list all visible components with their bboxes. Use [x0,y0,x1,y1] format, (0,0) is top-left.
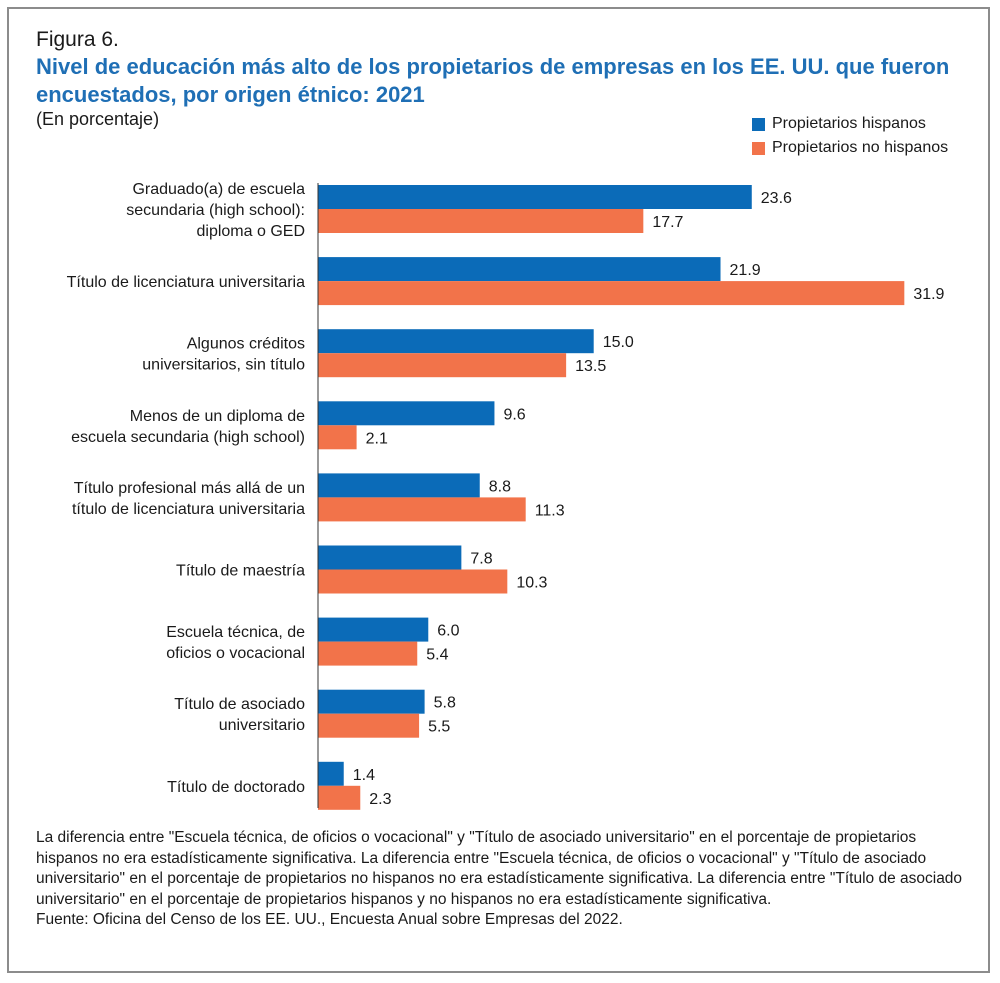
data-label-hispanic-1: 21.9 [730,262,761,279]
data-label-non-hispanic-4: 11.3 [535,502,565,519]
bar-non-hispanic-8 [318,785,361,810]
chart-title: Nivel de educación más alto de los propi… [36,54,950,107]
data-label-hispanic-2: 15.0 [603,334,634,351]
data-label-non-hispanic-2: 13.5 [575,358,606,375]
note-text: La diferencia entre "Escuela técnica, de… [36,829,963,908]
category-label-5-line-0: Título de maestría [176,563,305,580]
data-label-non-hispanic-6: 5.4 [426,647,448,664]
category-label-6-line-1: oficios o vocacional [166,645,305,662]
category-label-8-line-0: Título de doctorado [167,779,305,796]
legend-item-hispanic: Propietarios hispanos [752,112,948,136]
data-label-non-hispanic-7: 5.5 [428,719,450,736]
chart-notes: La diferencia entre "Escuela técnica, de… [36,828,971,931]
data-label-non-hispanic-0: 17.7 [652,214,683,231]
category-label-7-line-0: Título de asociado [174,696,305,713]
data-label-hispanic-7: 5.8 [434,695,456,712]
bar-hispanic-1 [318,257,721,282]
bar-non-hispanic-1 [318,281,905,306]
category-label-3-line-0: Menos de un diploma de [130,408,305,425]
category-label-7-line-1: universitario [219,717,305,734]
data-label-non-hispanic-1: 31.9 [913,286,944,303]
data-label-hispanic-5: 7.8 [470,551,492,568]
category-label-4-line-1: título de licenciatura universitaria [72,501,305,518]
bar-non-hispanic-2 [318,353,567,378]
bar-hispanic-4 [318,473,480,498]
category-label-2-line-0: Algunos créditos [187,336,305,353]
chart-subtitle: (En porcentaje) [36,109,160,129]
bar-hispanic-7 [318,689,425,714]
category-label-1-line-0: Título de licenciatura universitaria [67,274,305,291]
data-label-non-hispanic-5: 10.3 [516,575,547,592]
bar-non-hispanic-0 [318,209,644,233]
bar-hispanic-6 [318,617,429,642]
legend-label-non-hispanic: Propietarios no hispanos [772,139,949,156]
data-label-hispanic-0: 23.6 [761,190,792,207]
bar-hispanic-5 [318,545,462,570]
legend-swatch-non-hispanic [752,141,765,155]
bar-hispanic-3 [318,401,495,426]
figure-label: Figura 6. [36,28,119,51]
category-label-6-line-0: Escuela técnica, de [166,624,305,641]
legend-item-non-hispanic: Propietarios no hispanos [752,136,948,160]
category-label-2-line-1: universitarios, sin título [142,357,305,374]
bar-non-hispanic-7 [318,713,420,738]
data-label-hispanic-8: 1.4 [353,767,375,784]
source-text: Fuente: Oficina del Censo de los EE. UU.… [36,911,623,928]
data-label-non-hispanic-3: 2.1 [366,430,388,447]
category-label-0-line-0: Graduado(a) de escuela [132,181,305,198]
bar-non-hispanic-4 [318,497,526,522]
category-label-0-line-2: diploma o GED [197,223,306,240]
bar-hispanic-2 [318,329,594,354]
legend-swatch-hispanic [752,117,765,131]
data-label-hispanic-6: 6.0 [437,623,459,640]
figure-frame [7,7,990,973]
bar-non-hispanic-3 [318,425,357,450]
legend-label-hispanic: Propietarios hispanos [772,115,926,132]
bar-hispanic-8 [318,761,344,786]
bar-non-hispanic-5 [318,569,508,594]
legend: Propietarios hispanos Propietarios no hi… [752,112,948,160]
category-label-3-line-1: escuela secundaria (high school) [71,429,305,446]
category-label-4-line-0: Título profesional más allá de un [74,480,305,497]
data-label-non-hispanic-8: 2.3 [369,791,391,808]
data-label-hispanic-4: 8.8 [489,478,511,495]
category-label-0-line-1: secundaria (high school): [126,202,305,219]
data-label-hispanic-3: 9.6 [503,406,525,423]
bar-non-hispanic-6 [318,641,418,666]
bar-hispanic-0 [318,185,752,209]
